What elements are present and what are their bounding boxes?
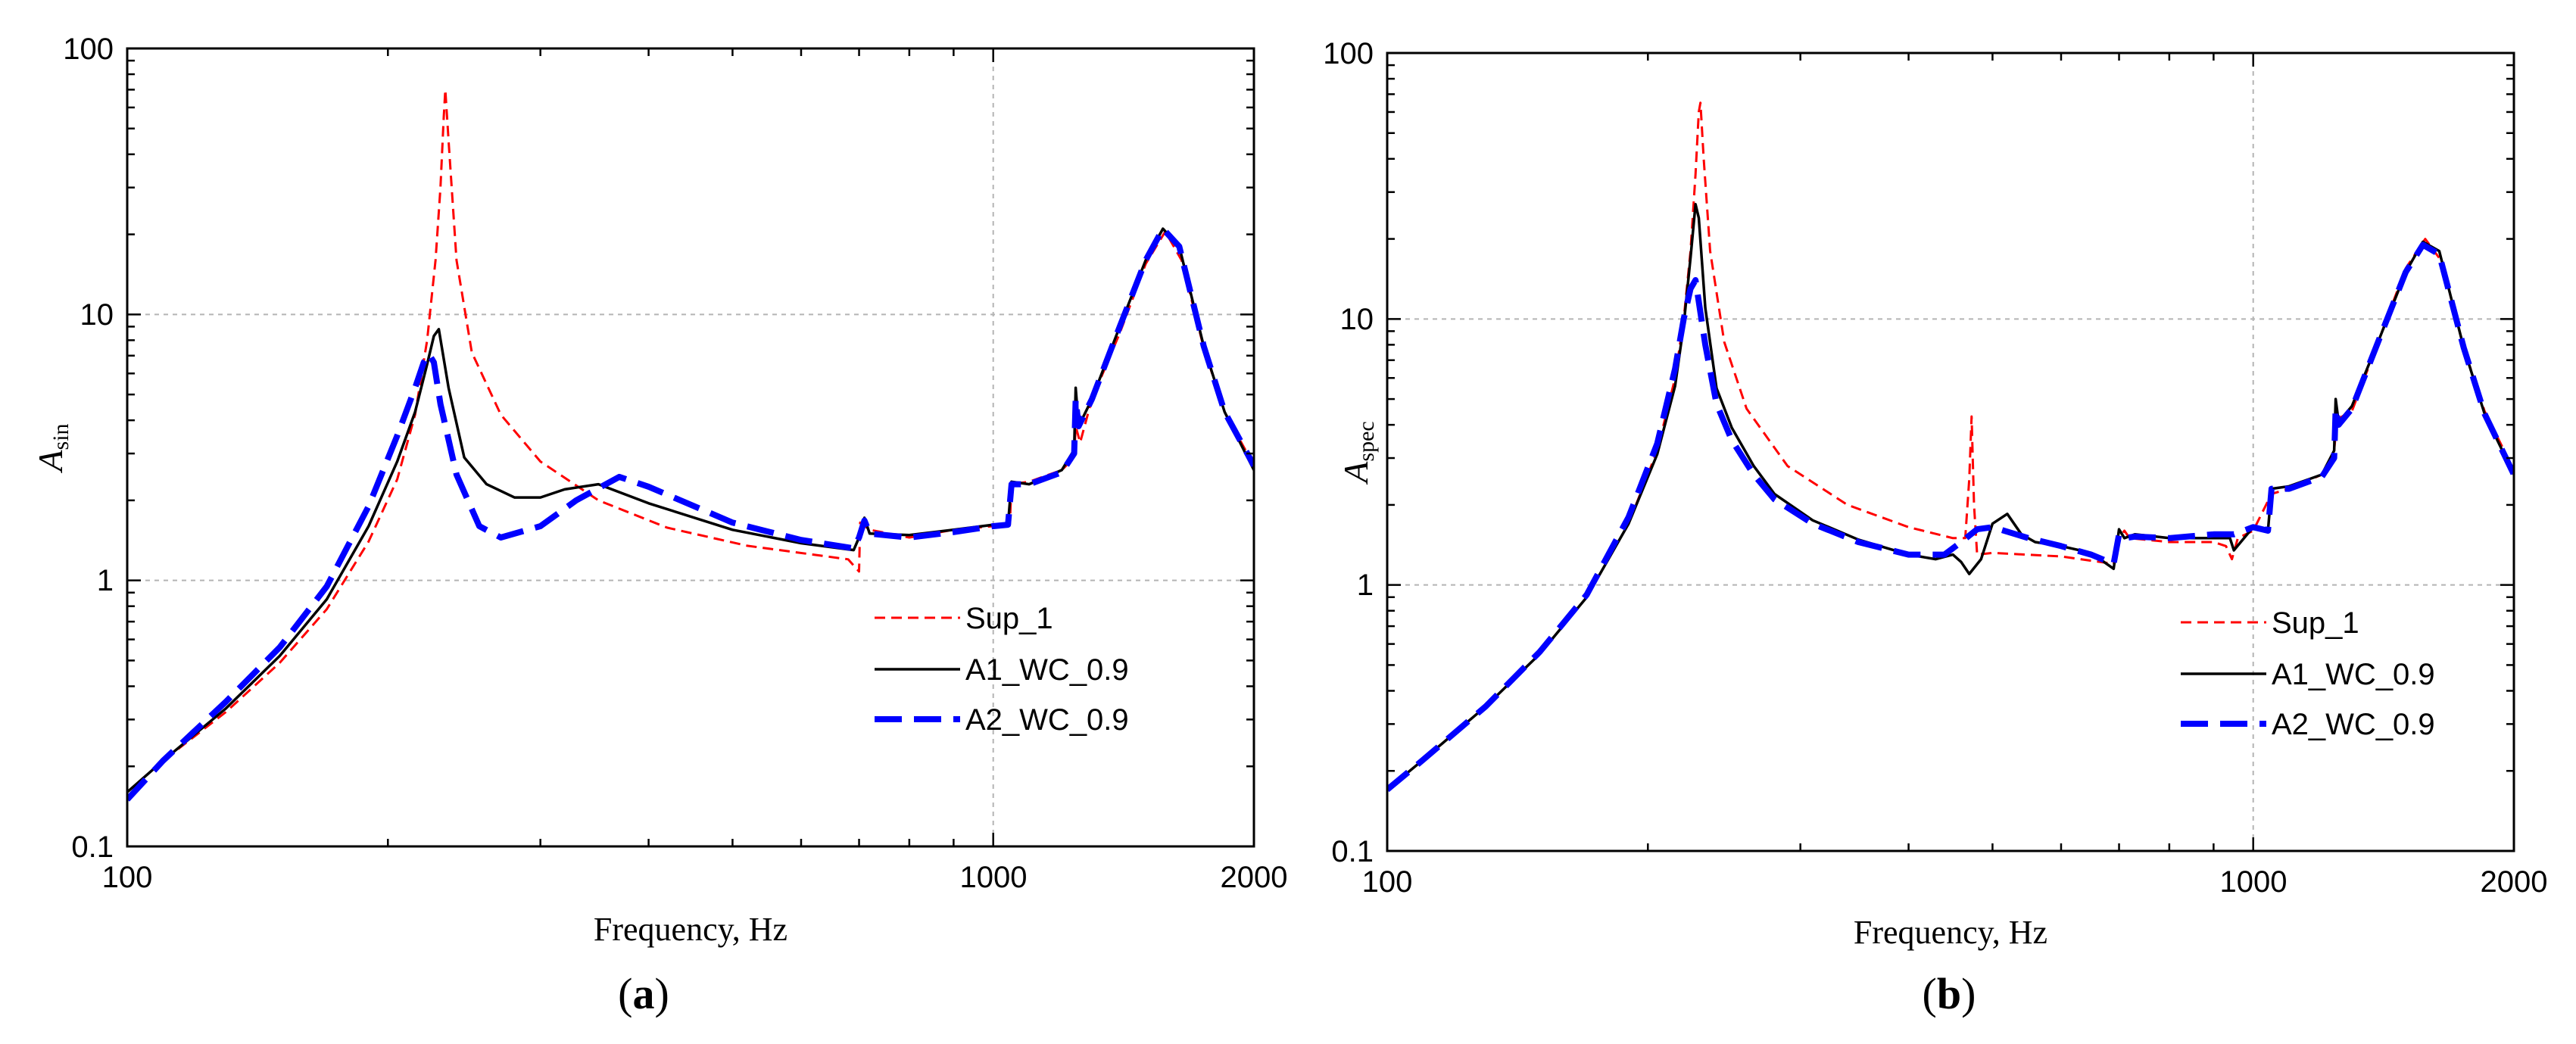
chart-panel-b: 100 10 1 0.1 100 1000 2000 Frequency, Hz… [1323,37,2547,1018]
legend: Sup_1 A1_WC_0.9 A2_WC_0.9 [2181,606,2435,741]
panel-label-b: (b) [1923,969,1976,1018]
panel-paren-open: ( [618,969,632,1018]
plot-area [1387,53,2514,851]
x-axis-label: Frequency, Hz [1854,914,2047,951]
series-line-a2-wc-0-9 [127,226,1254,802]
y-tick-label: 1 [97,564,114,597]
legend-label-sup1: Sup_1 [2272,606,2359,640]
panel-paren-open: ( [1923,969,1937,1018]
plot-area [127,48,1254,846]
x-axis-label: Frequency, Hz [594,911,787,948]
x-tick-label: 100 [102,861,153,894]
series-lines [127,88,1254,802]
legend-label-a2: A2_WC_0.9 [2272,708,2435,741]
y-axis-label-subscript: sin [48,423,73,450]
x-tick-label: 1000 [960,861,1028,894]
axis-ticks [1386,51,2515,852]
y-axis-label: Asin [31,423,73,473]
series-lines [1387,101,2514,793]
panel-paren-close: ) [1961,969,1976,1018]
y-tick-label: 1 [1357,569,1374,602]
y-tick-label: 100 [1323,37,1374,70]
panel-paren-close: ) [655,969,669,1018]
y-axis-label-symbol: A [1336,461,1375,485]
y-tick-label: 10 [80,298,114,332]
y-axis-label-subscript: spec [1354,421,1379,461]
y-tick-label: 100 [63,33,114,66]
y-tick-label: 10 [1340,303,1374,336]
legend-label-a1: A1_WC_0.9 [2272,658,2435,691]
grid-lines [127,48,1254,846]
panel-letter: a [633,969,655,1018]
x-tick-label: 2000 [2481,865,2548,899]
y-tick-label: 0.1 [71,831,114,864]
axes-frame [126,47,1255,848]
y-axis-label-symbol: A [31,450,70,474]
grid-lines [1387,53,2514,851]
y-axis-label: Aspec [1336,421,1379,485]
legend: Sup_1 A1_WC_0.9 A2_WC_0.9 [875,602,1129,737]
panel-label-a: (a) [618,969,669,1018]
x-tick-label: 1000 [2220,865,2288,899]
chart-panel-a: 100 10 1 0.1 100 1000 2000 Frequency, Hz… [31,33,1287,1018]
axis-ticks [126,47,1255,848]
axes-frame [1386,51,2515,852]
series-line-a2-wc-0-9 [1387,242,2514,793]
legend-label-a2: A2_WC_0.9 [965,703,1129,737]
x-tick-label: 2000 [1221,861,1288,894]
panel-letter: b [1937,969,1961,1018]
x-tick-label: 100 [1362,865,1413,899]
y-tick-label: 0.1 [1331,835,1374,868]
legend-label-sup1: Sup_1 [965,602,1053,635]
legend-label-a1: A1_WC_0.9 [965,653,1129,687]
